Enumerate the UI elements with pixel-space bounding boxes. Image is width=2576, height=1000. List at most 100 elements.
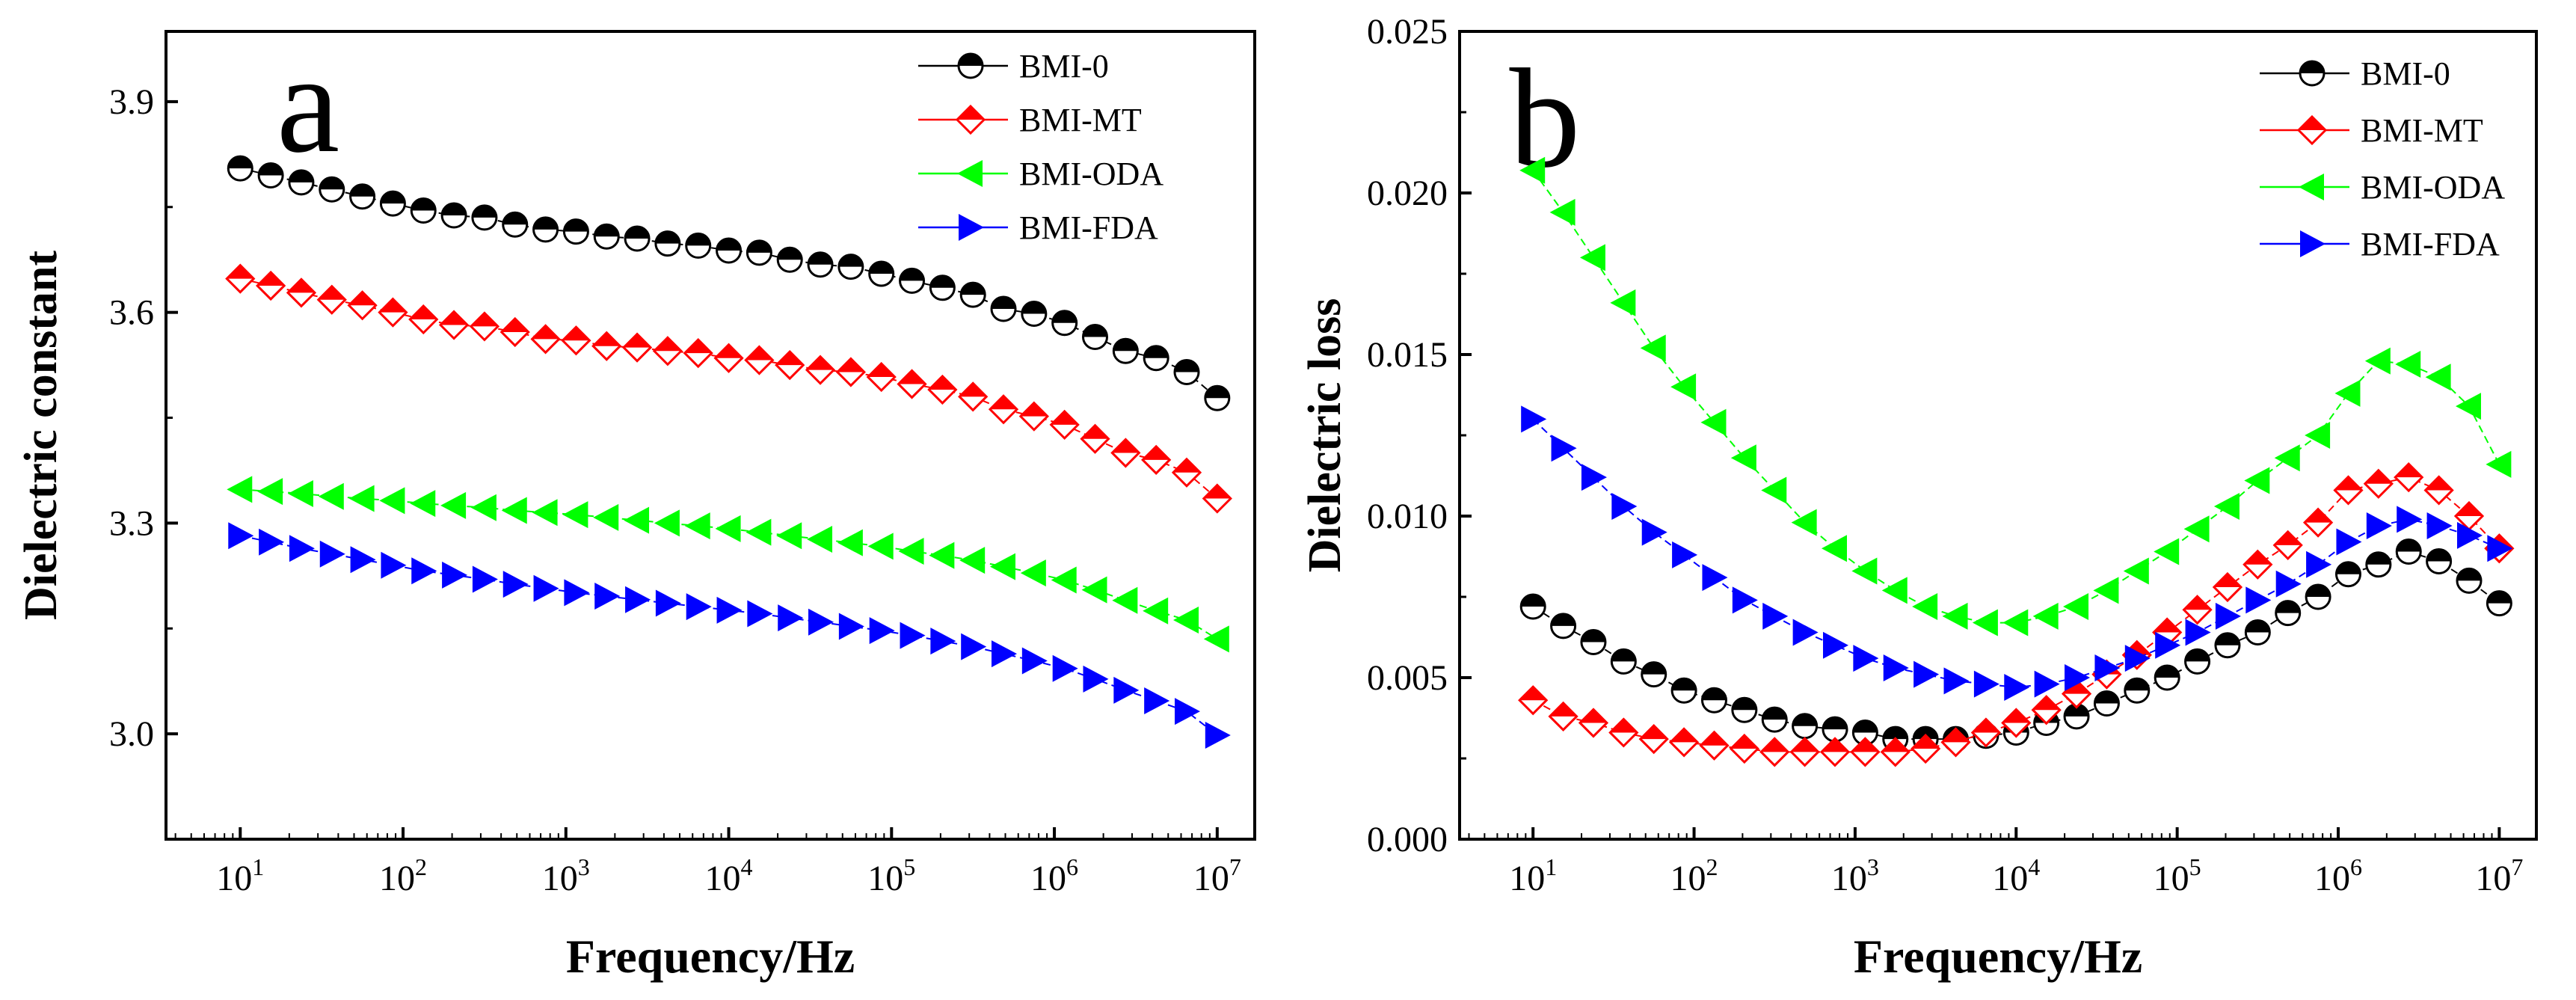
- legend-item: BMI-FDA: [2260, 226, 2500, 263]
- legend-label: BMI-0: [2361, 55, 2450, 92]
- data-point: [1549, 198, 1576, 226]
- data-point: [897, 369, 927, 399]
- legend-item: BMI-0: [918, 48, 1109, 85]
- x-tick-label: 106: [1030, 853, 1078, 898]
- x-tick-label: 101: [1509, 853, 1557, 898]
- data-point: [2274, 444, 2300, 472]
- data-point: [227, 476, 253, 503]
- data-point: [379, 190, 406, 217]
- data-point: [1548, 701, 1579, 731]
- data-point: [1080, 423, 1110, 454]
- data-point: [2363, 468, 2394, 499]
- legend-marker: [2299, 174, 2324, 200]
- data-point: [2245, 586, 2272, 614]
- data-point: [1610, 648, 1637, 675]
- data-point: [1112, 337, 1139, 364]
- data-point: [2183, 515, 2210, 543]
- legend-marker: [955, 104, 986, 135]
- data-point: [961, 633, 987, 660]
- data-point: [2334, 561, 2361, 588]
- data-point: [1943, 667, 1970, 695]
- data-point: [1700, 687, 1727, 714]
- x-tick-label: 101: [216, 853, 264, 898]
- data-point: [1973, 670, 1999, 698]
- series-bmi-mt: [1518, 462, 2515, 767]
- data-point: [1729, 733, 1759, 764]
- legend-item: BMI-ODA: [2260, 169, 2505, 206]
- data-point: [530, 324, 561, 355]
- data-point: [868, 260, 895, 287]
- y-tick-label: 0.005: [1367, 658, 1448, 698]
- data-point: [227, 155, 253, 182]
- data-point: [2486, 450, 2512, 478]
- data-point: [1880, 737, 1911, 767]
- data-point: [286, 277, 317, 308]
- data-point: [2032, 602, 2059, 630]
- data-point: [381, 551, 407, 579]
- x-tick-label: 103: [1831, 853, 1879, 898]
- data-point: [2394, 462, 2424, 493]
- data-point: [2093, 577, 2119, 604]
- data-point: [959, 547, 986, 574]
- data-point: [288, 169, 315, 196]
- data-point: [2275, 570, 2302, 598]
- data-point: [654, 509, 680, 537]
- data-point: [1519, 156, 1546, 184]
- data-point: [1851, 557, 1878, 585]
- data-point: [1912, 592, 1938, 620]
- x-tick-label: 106: [2314, 853, 2362, 898]
- data-point: [2244, 467, 2270, 494]
- x-tick-label: 102: [379, 853, 427, 898]
- series-bmi-oda: [1519, 156, 2512, 636]
- data-point: [927, 374, 958, 405]
- data-point: [2306, 550, 2332, 578]
- data-point: [1851, 719, 1878, 746]
- data-point: [1144, 687, 1170, 714]
- data-point: [1204, 384, 1231, 411]
- data-point: [1174, 698, 1200, 726]
- data-point: [1702, 564, 1728, 592]
- data-point: [2397, 506, 2423, 533]
- data-point: [1792, 713, 1819, 740]
- data-point: [2305, 583, 2331, 610]
- data-point: [470, 494, 497, 521]
- data-point: [593, 223, 620, 250]
- data-point: [2154, 538, 2180, 565]
- data-point: [1020, 559, 1046, 587]
- data-point: [1171, 457, 1202, 488]
- legend-item: BMI-MT: [918, 102, 1142, 138]
- data-point: [2031, 695, 2062, 726]
- data-point: [988, 394, 1019, 425]
- data-point: [2423, 475, 2454, 506]
- data-point: [807, 525, 833, 553]
- data-point: [319, 176, 345, 203]
- x-tick-label: 107: [2475, 853, 2523, 898]
- data-point: [1850, 737, 1881, 767]
- data-point: [715, 515, 741, 542]
- data-point: [593, 503, 619, 531]
- data-point: [2302, 507, 2334, 538]
- data-point: [776, 246, 803, 273]
- data-point: [378, 297, 408, 328]
- data-point: [379, 487, 405, 515]
- data-point: [1143, 597, 1169, 625]
- data-point: [348, 485, 375, 512]
- data-point: [1819, 737, 1851, 767]
- legend-marker: [957, 52, 984, 79]
- data-point: [1699, 730, 1730, 761]
- data-point: [347, 290, 378, 321]
- data-point: [1518, 685, 1549, 716]
- data-point: [2124, 677, 2151, 704]
- y-tick-label: 0.000: [1367, 820, 1448, 859]
- data-point: [2395, 350, 2421, 378]
- data-point: [2456, 521, 2483, 549]
- data-point: [899, 267, 926, 294]
- data-point: [2425, 364, 2451, 391]
- y-axis-title: Dielectric loss: [1300, 298, 1350, 573]
- data-point: [746, 518, 772, 546]
- legend-label: BMI-ODA: [2361, 169, 2505, 206]
- data-point: [1821, 535, 1847, 562]
- data-point: [533, 574, 559, 602]
- data-point: [1789, 737, 1820, 767]
